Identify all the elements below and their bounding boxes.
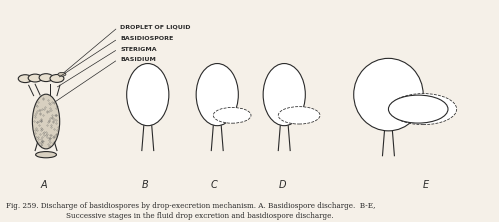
Text: A: A — [40, 180, 47, 190]
Ellipse shape — [18, 75, 32, 83]
Ellipse shape — [32, 94, 60, 149]
Ellipse shape — [58, 72, 66, 76]
Text: C: C — [211, 180, 218, 190]
Ellipse shape — [39, 74, 53, 81]
Ellipse shape — [127, 63, 169, 126]
Ellipse shape — [263, 63, 305, 126]
Ellipse shape — [28, 74, 42, 82]
Text: DROPLET OF LIQUID: DROPLET OF LIQUID — [120, 25, 191, 30]
Ellipse shape — [50, 75, 64, 82]
Text: BASIDIOSPORE: BASIDIOSPORE — [120, 36, 174, 41]
Ellipse shape — [213, 107, 251, 123]
Ellipse shape — [390, 93, 457, 125]
Text: BASIDIUM: BASIDIUM — [120, 57, 156, 62]
Text: E: E — [423, 180, 429, 190]
Text: STERIGMA: STERIGMA — [120, 47, 157, 52]
Ellipse shape — [35, 152, 56, 158]
Ellipse shape — [354, 58, 423, 131]
Text: Fig. 259. Discharge of basidiospores by drop-execretion mechanism. A. Basidiospo: Fig. 259. Discharge of basidiospores by … — [6, 202, 376, 220]
Text: D: D — [278, 180, 286, 190]
Ellipse shape — [196, 63, 239, 126]
Ellipse shape — [388, 95, 448, 123]
Text: B: B — [142, 180, 149, 190]
Ellipse shape — [278, 107, 320, 124]
